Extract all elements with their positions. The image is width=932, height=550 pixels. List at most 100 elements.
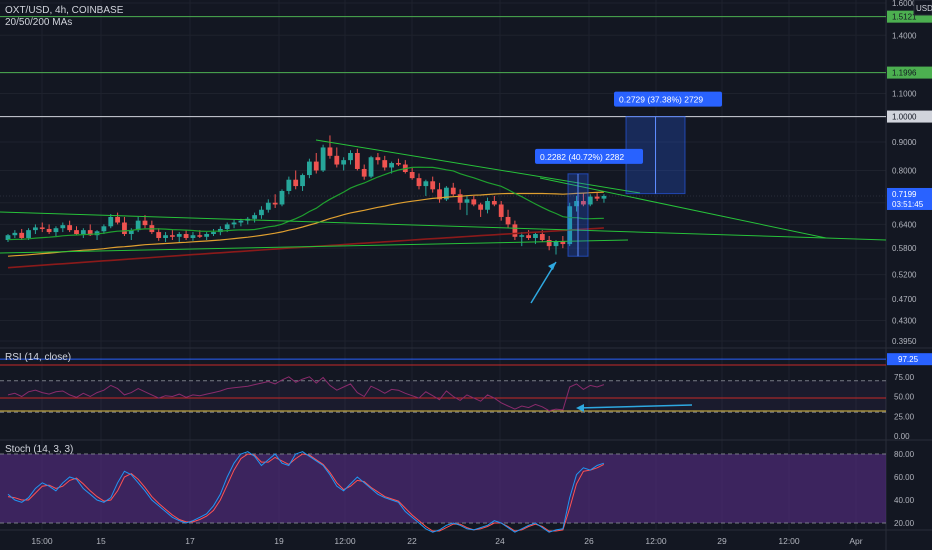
time-tick-label: 12:00 — [778, 536, 800, 546]
candle-down — [334, 155, 340, 165]
last-price-tag-bg — [887, 187, 932, 210]
measure-box-1-label: 0.2282 (40.72%) 2282 — [540, 152, 624, 162]
stoch-pane-label: Stoch (14, 3, 3) — [5, 444, 74, 455]
candle-up — [279, 190, 285, 205]
candle-up — [423, 181, 429, 187]
candle-up — [12, 232, 18, 236]
stoch-tick-label: 80.00 — [894, 450, 915, 459]
ma50-line — [7, 191, 604, 257]
candle-down — [457, 194, 463, 203]
time-tick-label: 15:00 — [31, 536, 53, 546]
time-tick-label: Apr — [849, 536, 862, 546]
candle-up — [33, 227, 38, 231]
candle-up — [341, 160, 347, 165]
candle-down — [293, 179, 299, 187]
ma-indicator-label: 20/50/200 MAs — [5, 17, 73, 28]
candle-up — [574, 201, 579, 207]
candle-down — [272, 202, 278, 205]
measure-box-1-label-bg — [535, 148, 643, 164]
time-tick-label: 17 — [185, 536, 195, 546]
candle-down — [197, 235, 203, 237]
candle-down — [39, 227, 45, 229]
candle-up — [190, 235, 196, 238]
price-tag-bg — [887, 66, 932, 79]
trend-line — [0, 239, 629, 254]
candle-down — [430, 181, 436, 190]
candle-up — [307, 161, 312, 176]
candle-down — [512, 224, 518, 237]
candle-down — [498, 204, 504, 217]
candle-down — [581, 201, 586, 205]
ma20-line — [7, 166, 604, 241]
candle-up — [252, 215, 257, 219]
rsi-tick-label: 25.00 — [894, 412, 915, 421]
stoch-tick-label: 60.00 — [894, 473, 915, 482]
candle-up — [464, 199, 470, 203]
price-tick-label: 0.4300 — [892, 316, 917, 325]
candle-up — [567, 206, 573, 245]
candle-down — [437, 189, 442, 200]
rsi-tag-bg — [887, 353, 932, 366]
candle-up — [26, 230, 31, 238]
trend-line — [0, 211, 827, 239]
candle-down — [471, 199, 477, 205]
candle-down — [142, 220, 148, 226]
currency-label: USD — [916, 4, 932, 13]
candle-down — [361, 168, 367, 177]
rsi-tag: 97.25 — [898, 355, 919, 364]
candle-up — [128, 230, 134, 235]
candle-up — [101, 226, 107, 232]
candle-down — [526, 235, 531, 238]
candle-up — [368, 157, 374, 177]
price-tick-label: 0.8000 — [892, 166, 917, 175]
time-tick-label: 22 — [407, 536, 417, 546]
candle-down — [327, 147, 333, 156]
candle-down — [87, 230, 93, 236]
candle-down — [170, 235, 175, 237]
candle-down — [546, 239, 552, 247]
candle-up — [80, 230, 86, 235]
candle-down — [416, 178, 422, 187]
candle-up — [553, 241, 559, 247]
price-tag-bg — [887, 110, 932, 123]
candle-up — [587, 196, 593, 205]
stoch-band — [0, 454, 886, 523]
candle-down — [19, 232, 25, 238]
candle-up — [259, 209, 264, 216]
candle-up — [176, 234, 182, 237]
candle-down — [478, 204, 484, 210]
candle-down — [354, 153, 360, 169]
candle-up — [389, 163, 394, 168]
bar-countdown: 03:51:45 — [892, 200, 924, 209]
candle-up — [53, 228, 59, 233]
trend-line — [825, 237, 887, 241]
rsi-band — [0, 380, 886, 413]
rsi-annotation-arrowhead — [576, 404, 584, 412]
candle-up — [485, 201, 490, 210]
candle-up — [108, 216, 114, 227]
currency-box — [913, 0, 932, 16]
price-tick-label: 0.4700 — [892, 295, 917, 304]
candle-up — [163, 235, 168, 238]
candle-up — [5, 235, 11, 240]
price-tick-label: 1.1000 — [892, 90, 917, 99]
price-tag: 1.5121 — [892, 13, 917, 22]
price-tick-label: 0.5800 — [892, 244, 917, 253]
candle-down — [505, 216, 511, 225]
time-tick-label: 12:00 — [645, 536, 667, 546]
candle-down — [156, 232, 162, 238]
symbol-title: OXT/USD, 4h, COINBASE — [5, 5, 124, 16]
candle-down — [491, 201, 497, 205]
candle-down — [115, 216, 120, 223]
candle-down — [74, 230, 79, 235]
price-tag: 1.0000 — [892, 113, 917, 122]
time-tick-label: 15 — [96, 536, 106, 546]
time-tick-label: 12:00 — [334, 536, 356, 546]
candle-up — [519, 235, 525, 237]
candle-up — [211, 232, 216, 235]
candle-up — [444, 187, 449, 200]
rsi-tick-label: 50.00 — [894, 393, 915, 402]
stoch-tick-label: 40.00 — [894, 496, 915, 505]
annotation-arrowhead — [548, 262, 556, 270]
